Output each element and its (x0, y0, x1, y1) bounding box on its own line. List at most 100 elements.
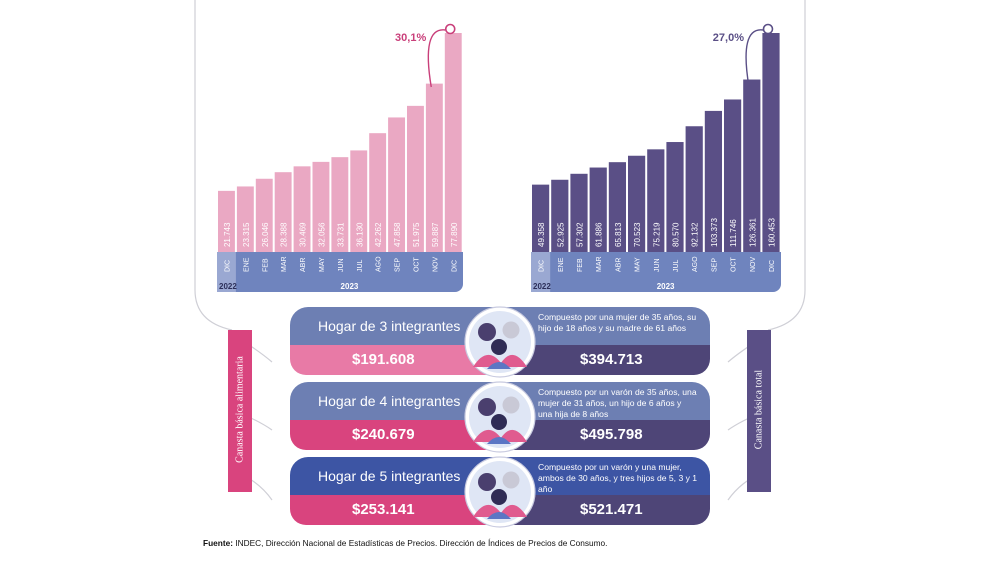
month-band-top (531, 252, 781, 262)
bar-sep-9 (704, 110, 722, 252)
side-label-cbt: Canasta básica total (753, 369, 765, 450)
card-cba-band (290, 420, 500, 450)
bar-feb-2 (255, 178, 273, 252)
bar-feb-2 (570, 173, 588, 252)
value-label: 30.469 (299, 222, 308, 247)
card-description: Compuesto por un varón y una mujer, ambo… (538, 462, 698, 494)
value-label: 70.523 (633, 222, 642, 247)
month-label: OCT (731, 257, 738, 273)
family-illustration (464, 306, 536, 378)
value-label: 26.046 (261, 222, 270, 247)
bar-oct-10 (724, 99, 742, 252)
bar-ago-8 (685, 126, 703, 252)
bar-jun-6 (331, 157, 349, 252)
month-label: MAR (281, 256, 288, 272)
value-label: 103.373 (710, 218, 719, 247)
card-cbt-price: $521.471 (580, 501, 643, 518)
month-label: DIC (769, 260, 776, 272)
bar-abr-4 (293, 166, 311, 252)
annotation-dot (762, 23, 774, 35)
bar-abr-4 (608, 162, 626, 252)
month-label: NOV (432, 257, 439, 273)
year-label-2023: 2023 (657, 282, 675, 291)
bar-oct-10 (407, 105, 424, 252)
bar-dic-12 (762, 33, 780, 252)
month-label: JUN (338, 258, 345, 272)
card-description: Compuesto por una mujer de 35 años, su h… (538, 312, 697, 333)
value-label: 42.262 (374, 222, 383, 247)
card-cba-price: $253.141 (352, 501, 415, 518)
month-label: JUL (673, 259, 680, 272)
bar-dic-0 (218, 190, 235, 252)
month-label: AGO (692, 256, 699, 272)
family-illustration (464, 456, 536, 528)
card-cbt-price: $495.798 (580, 426, 643, 443)
annotation-hook (745, 29, 764, 88)
band-2022 (531, 252, 551, 292)
card-cba-band (290, 495, 500, 525)
value-label: 52.925 (556, 222, 565, 247)
value-label: 75.219 (652, 222, 661, 247)
card-cba-band (290, 345, 500, 375)
month-label: ENE (558, 257, 565, 272)
value-label: 57.302 (576, 222, 585, 247)
year-label-2023: 2023 (341, 282, 359, 291)
month-label: MAY (635, 257, 642, 272)
card-title: Hogar de 4 integrantes (318, 393, 461, 409)
card-cbt-band (500, 420, 710, 450)
bar-may-5 (628, 155, 646, 252)
side-label-cba: Canasta básica alimentaria (234, 356, 246, 463)
month-label: AGO (376, 256, 383, 272)
month-label: DIC (224, 260, 231, 272)
bar-nov-11 (743, 79, 761, 253)
year-label-2022: 2022 (533, 282, 551, 291)
bar-sep-9 (388, 117, 405, 252)
value-label: 21.743 (223, 222, 232, 247)
bar-ene-1 (551, 179, 569, 252)
card-cba-price: $191.608 (352, 351, 415, 368)
value-label: 36.130 (355, 222, 364, 247)
month-label: ENE (243, 257, 250, 272)
bar-dic-0 (532, 184, 550, 252)
bar-mar-3 (589, 167, 607, 252)
household-card: Hogar de 5 integrantes Compuesto por un v… (290, 456, 710, 528)
value-label: 126.361 (748, 218, 757, 247)
left-side-tab (228, 330, 252, 492)
card-cbt-band (500, 345, 710, 375)
right-side-tab (747, 330, 771, 492)
value-label: 59.887 (431, 222, 440, 247)
right-frame-line (767, 0, 806, 331)
value-label: 49.358 (537, 222, 546, 247)
value-label: 80.570 (672, 222, 681, 247)
month-label: DIC (539, 260, 546, 272)
bar-jul-7 (666, 142, 684, 252)
bar-ene-1 (236, 186, 254, 252)
bar-dic-12 (444, 33, 462, 252)
month-label: JUN (654, 258, 661, 272)
value-label: 65.813 (614, 222, 623, 247)
value-label: 47.858 (393, 222, 402, 247)
annotation-text: 27,0% (713, 32, 744, 44)
annotation-text: 30,1% (395, 32, 426, 44)
month-label: FEB (262, 258, 269, 272)
value-label: 51.975 (412, 222, 421, 247)
value-label: 33.731 (336, 222, 345, 247)
household-card: Hogar de 3 integrantes Compuesto por una … (290, 306, 710, 378)
card-cba-price: $240.679 (352, 426, 415, 443)
value-label: 23.315 (242, 222, 251, 247)
month-label: OCT (413, 257, 420, 273)
month-label: SEP (395, 258, 402, 272)
bar-mar-3 (274, 172, 292, 252)
card-title: Hogar de 5 integrantes (318, 468, 461, 484)
annotation-dot (444, 23, 456, 35)
bar-may-5 (312, 161, 330, 252)
month-label: JUL (357, 259, 364, 272)
value-label: 92.132 (691, 222, 700, 247)
left-frame-line (194, 0, 233, 331)
month-label: ABR (615, 258, 622, 272)
month-label: FEB (577, 258, 584, 272)
source-label: Fuente: (203, 538, 233, 548)
